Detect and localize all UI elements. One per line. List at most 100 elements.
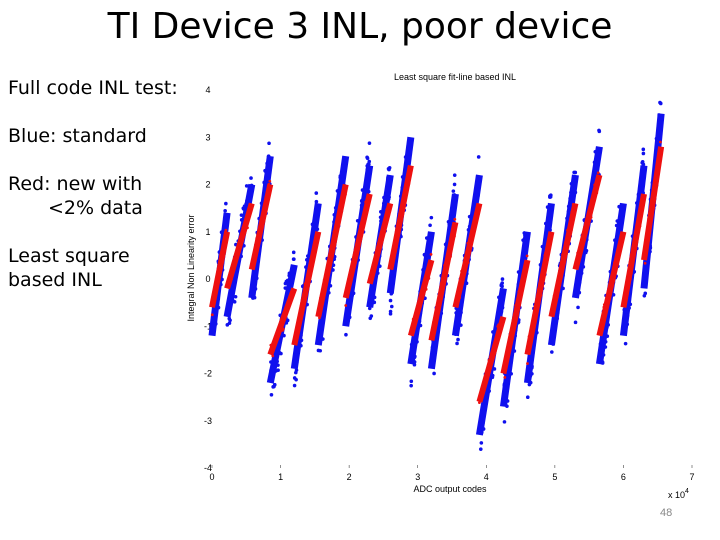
y-tick-label: 0 xyxy=(205,274,210,284)
inl-point xyxy=(375,271,380,275)
inl-point xyxy=(497,295,501,300)
inl-point xyxy=(227,321,232,325)
inl-point xyxy=(299,338,304,343)
inl-point xyxy=(230,287,235,292)
inl-point xyxy=(294,377,298,382)
inl-point xyxy=(652,198,656,202)
inl-point xyxy=(569,190,573,195)
inl-point xyxy=(549,193,553,197)
inl-point xyxy=(262,180,266,185)
inl-point xyxy=(646,241,650,245)
inl-point xyxy=(576,305,580,310)
inl-point xyxy=(568,196,573,200)
inl-point xyxy=(593,149,598,154)
inl-point xyxy=(642,280,647,284)
inl-point xyxy=(446,220,451,224)
inl-point xyxy=(292,257,296,261)
inl-point xyxy=(360,199,365,203)
inl-point xyxy=(407,160,411,165)
inl-point xyxy=(527,382,532,387)
y-tick-label: 2 xyxy=(205,180,210,190)
inl-point xyxy=(571,203,575,206)
inl-point xyxy=(604,326,609,331)
inl-point xyxy=(573,190,578,195)
inl-point xyxy=(342,161,347,166)
inl-point xyxy=(479,441,484,445)
inl-point xyxy=(304,265,308,269)
inl-point xyxy=(527,335,531,338)
inl-point xyxy=(452,173,457,177)
inl-point xyxy=(230,298,235,302)
inl-point xyxy=(385,208,389,211)
inl-point xyxy=(251,255,255,259)
inl-point xyxy=(426,243,430,248)
inl-point xyxy=(516,301,520,305)
inl-point xyxy=(287,281,292,286)
inl-point xyxy=(253,287,258,291)
inl-segment xyxy=(224,202,255,290)
x-tick-label: 1 xyxy=(278,472,283,482)
inl-point xyxy=(645,234,649,238)
inl-point xyxy=(459,323,463,327)
inl-point xyxy=(480,389,484,393)
inl-point xyxy=(543,253,547,257)
inl-point xyxy=(629,272,633,275)
inl-point xyxy=(619,243,623,246)
inl-point xyxy=(545,205,550,209)
inl-point xyxy=(475,193,479,197)
inl-point xyxy=(291,250,296,255)
inl-point xyxy=(521,238,525,242)
inl-point xyxy=(335,189,340,193)
inl-point xyxy=(246,216,250,220)
inl-point xyxy=(658,121,663,126)
inl-point xyxy=(404,193,408,197)
inl-point xyxy=(463,258,467,262)
inl-point xyxy=(456,290,460,294)
inl-point xyxy=(513,312,517,316)
inl-point xyxy=(318,348,323,353)
inl-point xyxy=(382,195,386,200)
inl-point xyxy=(370,289,374,294)
inl-point xyxy=(448,242,451,246)
inl-point xyxy=(277,350,282,355)
inl-point xyxy=(505,404,509,408)
inl-point xyxy=(625,322,630,327)
inl-point xyxy=(536,288,540,292)
slide-number: 48 xyxy=(660,507,673,519)
inl-point xyxy=(499,310,504,314)
inl-point xyxy=(282,333,286,338)
inl-segment xyxy=(428,221,459,342)
inl-point xyxy=(481,385,485,389)
inl-point xyxy=(450,235,454,239)
inl-point xyxy=(233,294,238,299)
inl-point xyxy=(392,274,396,279)
inl-point xyxy=(455,300,459,304)
inl-point xyxy=(292,383,297,388)
inl-point xyxy=(551,330,556,335)
inl-point xyxy=(365,174,369,179)
inl-point xyxy=(281,321,284,324)
inl-point xyxy=(578,267,583,272)
inl-segment xyxy=(315,183,349,318)
x-tick-label: 2 xyxy=(347,472,352,482)
inl-point xyxy=(344,193,347,196)
inl-point xyxy=(640,206,644,210)
inl-point xyxy=(360,230,363,234)
x-multiplier-base: x 10 xyxy=(668,490,685,500)
inl-point xyxy=(453,217,457,221)
inl-point xyxy=(219,253,222,257)
inl-segment xyxy=(572,174,603,271)
inl-point xyxy=(654,179,657,183)
inl-point xyxy=(210,313,214,317)
inl-point xyxy=(525,254,529,258)
inl-point xyxy=(524,271,528,275)
inl-point xyxy=(438,301,442,305)
inl-point xyxy=(452,193,457,197)
bullet-text-cont: based INL xyxy=(8,269,102,291)
inl-point xyxy=(213,322,218,326)
inl-point xyxy=(452,182,457,187)
inl-point xyxy=(372,295,377,300)
inl-point xyxy=(460,280,464,284)
bullet-red: Red: new with <2% data xyxy=(8,172,183,220)
inl-point xyxy=(425,276,429,279)
